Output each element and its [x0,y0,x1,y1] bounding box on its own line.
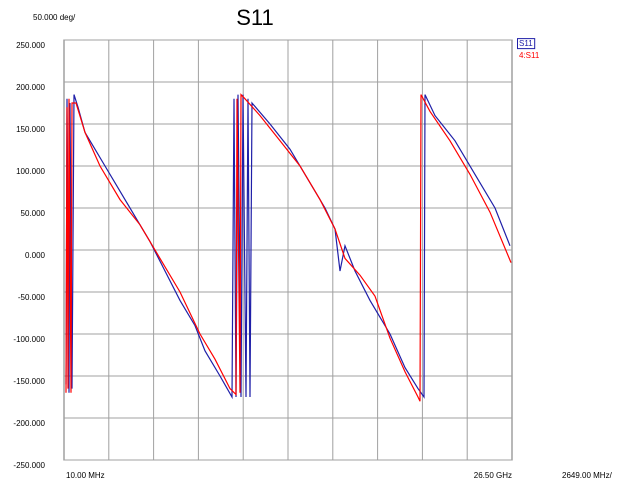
legend-entry: S11 [519,39,533,48]
y-tick-label: 0.000 [25,251,46,260]
y-tick-label: 150.000 [16,125,45,134]
trace [65,94,511,400]
y-tick-label: 100.000 [16,167,45,176]
legend-entry: 4:S11 [519,51,540,60]
y-scale-label: 50.000 deg/ [33,13,76,22]
y-tick-label: 250.000 [16,41,45,50]
y-tick-label: -250.000 [13,461,45,470]
chart-title: S11 [236,5,274,30]
y-tick-label: -50.000 [18,293,46,302]
y-tick-label: -200.000 [13,419,45,428]
x-scale-label: 2649.00 MHz/ [562,471,613,480]
y-tick-label: -150.000 [13,377,45,386]
x-tick-label: 10.00 MHz [66,471,105,480]
y-tick-label: -100.000 [13,335,45,344]
x-tick-label: 26.50 GHz [474,471,512,480]
y-tick-label: 50.000 [21,209,46,218]
trace [65,93,512,402]
y-tick-label: 200.000 [16,83,45,92]
legend-box [517,38,536,50]
